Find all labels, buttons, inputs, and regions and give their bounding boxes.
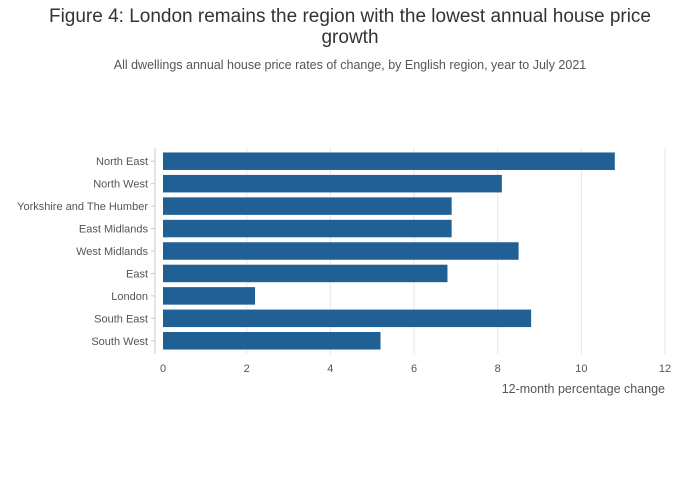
y-tick-label: East Midlands [79, 224, 149, 236]
bar [163, 219, 452, 238]
x-tick-label: 8 [495, 363, 501, 375]
bar [163, 264, 448, 283]
bars [163, 152, 615, 350]
bar [163, 152, 615, 170]
y-tick-label: North West [93, 179, 148, 191]
y-tick-label: South West [91, 336, 148, 348]
y-tick-label: East [126, 268, 148, 280]
x-tick-label: 6 [411, 363, 417, 375]
x-tick-label: 2 [244, 363, 250, 375]
chart-subtitle: All dwellings annual house price rates o… [113, 58, 587, 72]
y-tick-label: South East [94, 313, 148, 325]
x-tick-label: 10 [575, 363, 587, 375]
bar [163, 309, 532, 328]
y-tick-label: London [111, 291, 148, 303]
x-tick-label: 12 [659, 363, 671, 375]
y-tick-label: West Midlands [76, 246, 148, 258]
bar [163, 332, 381, 350]
x-axis: 0 2 4 6 8 10 12 [160, 363, 671, 375]
chart-title-line-2: growth [321, 27, 379, 48]
bar [163, 197, 452, 215]
x-axis-label: 12-month percentage change [502, 382, 665, 396]
chart-title-line-1: Figure 4: London remains the region with… [48, 6, 652, 27]
y-axis: North East North West Yorkshire and The Hu… [17, 148, 156, 354]
chart-title: Figure 4: London remains the region with… [0, 6, 700, 48]
bar [163, 174, 502, 193]
bar [163, 242, 519, 260]
y-tick-label: Yorkshire and The Humber [17, 201, 148, 213]
x-tick-label: 0 [160, 363, 166, 375]
bar [163, 287, 256, 305]
x-tick-label: 4 [327, 363, 333, 375]
y-tick-label: North East [96, 156, 148, 168]
